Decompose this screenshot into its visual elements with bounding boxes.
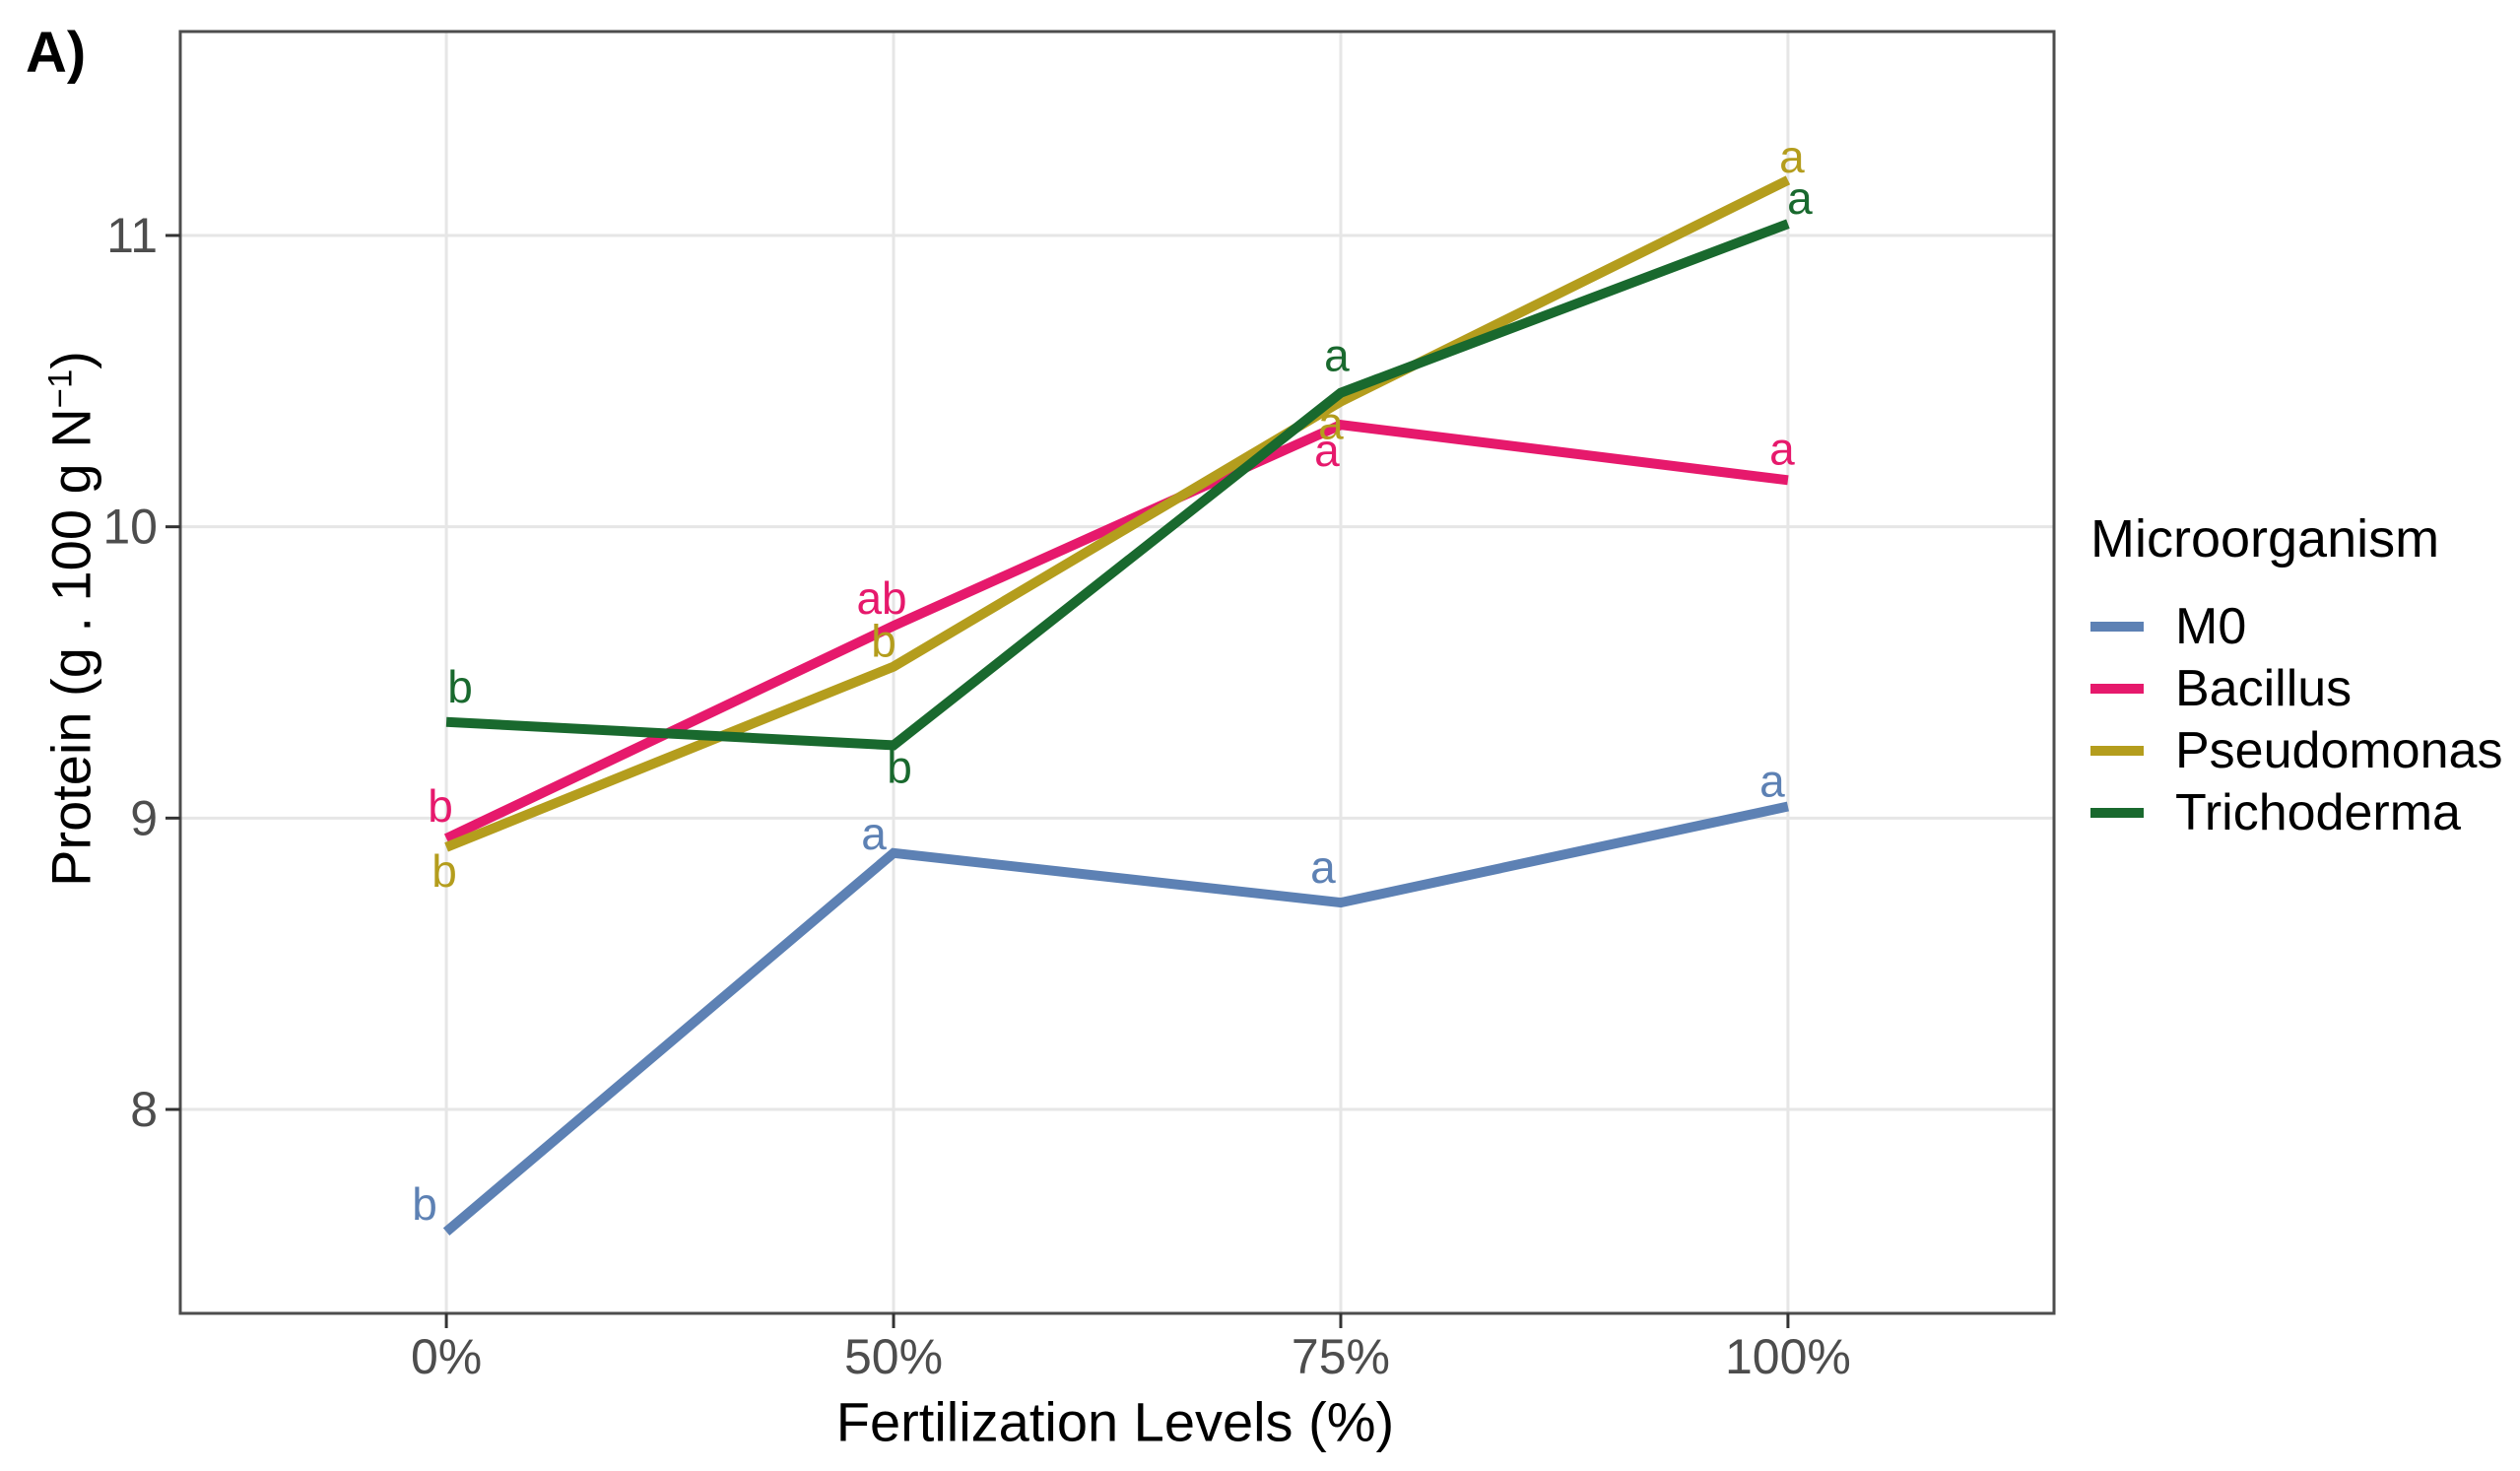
sig-letter-trichoderma-0%: b: [447, 661, 473, 712]
legend-swatch-pseudomonas: [2090, 745, 2144, 756]
sig-letter-pseudomonas-100%: a: [1779, 131, 1805, 182]
legend-label-m0: M0: [2175, 597, 2247, 655]
legend-swatch-bacillus: [2090, 683, 2144, 694]
series-line-pseudomonas: [444, 175, 1791, 852]
sig-letter-m0-100%: a: [1759, 756, 1785, 807]
sig-letter-bacillus-50%: ab: [856, 572, 906, 624]
legend-item-bacillus: Bacillus: [2090, 657, 2502, 719]
y-tick-label: 8: [130, 1082, 158, 1137]
sig-letter-pseudomonas-0%: b: [431, 845, 457, 897]
sig-letter-pseudomonas-75%: a: [1318, 398, 1344, 449]
sig-letter-m0-0%: b: [412, 1178, 437, 1230]
x-tick-label: 75%: [1292, 1329, 1390, 1384]
series-line-m0: [442, 801, 1789, 1237]
y-axis-title-text: Protein (g . 100 g N: [39, 408, 102, 887]
legend-item-trichoderma: Trichoderma: [2090, 781, 2502, 843]
y-axis-title-close: ): [39, 351, 102, 369]
series-line-trichoderma: [445, 219, 1790, 751]
x-tick-label: 100%: [1725, 1329, 1851, 1384]
y-axis-title: Protein (g . 100 g N−1): [39, 351, 103, 887]
sig-letter-m0-75%: a: [1310, 841, 1336, 893]
legend-swatch-m0: [2090, 621, 2144, 632]
panel-label: A): [26, 21, 87, 85]
legend: Microorganism M0 Bacillus Pseudomonas Trich…: [2090, 508, 2502, 843]
sig-letter-bacillus-100%: a: [1769, 423, 1795, 474]
legend-items: M0 Bacillus Pseudomonas Trichoderma: [2090, 595, 2502, 843]
y-axis-title-superscript: −1: [41, 368, 80, 409]
sig-letter-m0-50%: a: [861, 808, 887, 859]
x-tick-label: 50%: [844, 1329, 943, 1384]
panel-border: [178, 30, 2056, 1315]
sig-letter-trichoderma-50%: b: [887, 741, 912, 792]
legend-title: Microorganism: [2090, 509, 2440, 568]
legend-label-pseudomonas: Pseudomonas: [2175, 721, 2503, 779]
legend-swatch-trichoderma: [2090, 807, 2144, 818]
series-line-bacillus: [443, 420, 1789, 843]
legend-label-trichoderma: Trichoderma: [2175, 783, 2461, 841]
y-tick-label: 11: [106, 208, 158, 263]
y-tick-label: 10: [102, 500, 158, 555]
sig-letter-bacillus-0%: b: [428, 780, 453, 832]
sig-letter-trichoderma-100%: a: [1787, 172, 1813, 224]
legend-item-pseudomonas: Pseudomonas: [2090, 719, 2502, 781]
x-tick-label: 0%: [411, 1329, 482, 1384]
x-axis-title: Fertilization Levels (%): [835, 1390, 1395, 1453]
sig-letter-trichoderma-75%: a: [1324, 330, 1350, 381]
legend-label-bacillus: Bacillus: [2175, 659, 2353, 717]
sig-letter-bacillus-75%: a: [1314, 425, 1340, 476]
y-tick-label: 9: [130, 790, 158, 845]
legend-item-m0: M0: [2090, 595, 2502, 657]
sig-letter-pseudomonas-50%: b: [871, 616, 896, 667]
